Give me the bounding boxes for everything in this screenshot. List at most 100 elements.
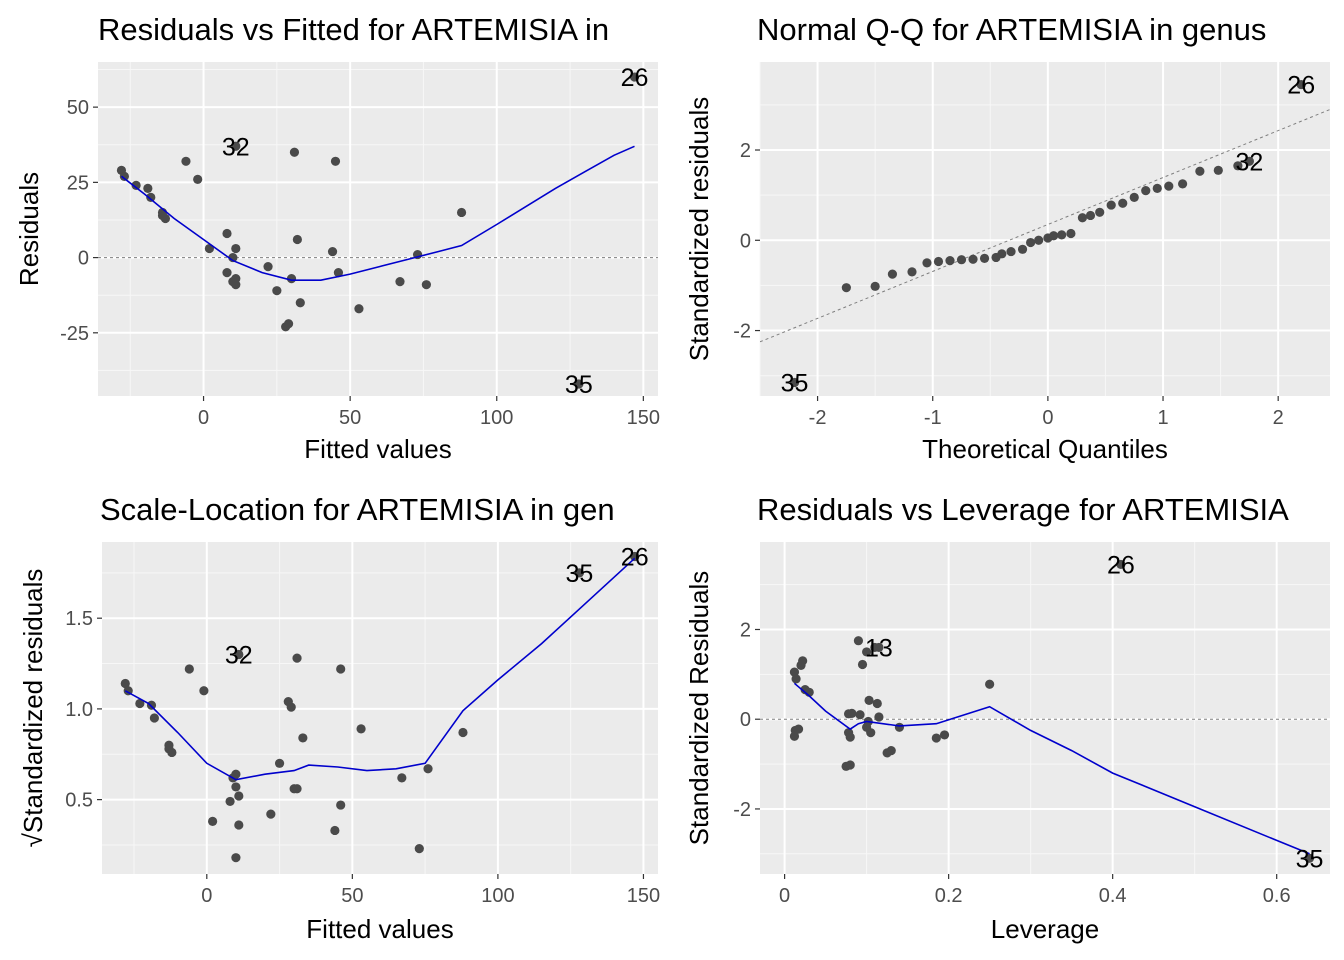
x-tick-label: 1 — [1157, 407, 1168, 429]
x-tick-label: -2 — [809, 407, 827, 429]
data-point — [968, 254, 978, 264]
x-axis-label: Theoretical Quantiles — [922, 434, 1168, 464]
x-tick-label: 0 — [201, 885, 212, 907]
data-point — [1164, 181, 1174, 191]
panel-background — [760, 62, 1330, 396]
data-point — [1095, 207, 1105, 217]
labeled-data-point — [234, 649, 244, 660]
data-point — [336, 664, 346, 674]
data-point — [146, 192, 156, 203]
labeled-data-point — [1304, 853, 1315, 863]
data-point — [354, 304, 364, 314]
x-axis-label: Fitted values — [304, 434, 451, 464]
data-point — [222, 268, 232, 278]
point-label: 32 — [222, 133, 250, 161]
data-point — [397, 773, 407, 783]
y-tick-label: 1.0 — [65, 699, 93, 721]
data-point — [292, 653, 302, 663]
point-label: 32 — [225, 641, 253, 669]
x-tick-label: 0 — [779, 885, 790, 907]
x-tick-label: 100 — [480, 407, 513, 429]
data-point — [120, 678, 130, 689]
labeled-data-point — [789, 377, 800, 388]
data-point — [274, 758, 285, 768]
data-point — [1106, 200, 1116, 210]
plot-title: Normal Q-Q for ARTEMISIA in genus — [757, 12, 1266, 47]
data-point — [864, 695, 874, 705]
x-tick-label: 0.2 — [935, 885, 963, 907]
data-point — [231, 769, 241, 779]
data-point — [789, 731, 800, 741]
plot-p3: 0 50 100 150 0.5 1.0 1.5 26 35 32 Scale-Location f… — [18, 492, 660, 944]
data-point — [985, 679, 995, 689]
data-point — [295, 298, 305, 308]
data-point — [356, 724, 366, 734]
y-tick-label: 2 — [740, 619, 751, 641]
y-axis-label: Residuals — [14, 172, 44, 286]
data-point — [286, 702, 296, 712]
data-point — [874, 712, 884, 722]
y-tick-label: 25 — [67, 172, 89, 194]
plot-area — [120, 551, 640, 863]
data-point — [119, 171, 129, 181]
labeled-data-point — [1116, 559, 1126, 570]
data-point — [327, 246, 338, 257]
y-axis-label: Standardized Residuals — [684, 571, 714, 846]
x-tick-label: 0 — [1042, 407, 1053, 429]
data-point — [143, 183, 153, 193]
data-point — [272, 286, 282, 296]
data-point — [283, 319, 294, 329]
data-point — [956, 255, 967, 265]
data-point — [395, 277, 405, 287]
data-point — [1213, 165, 1223, 175]
labeled-data-point — [629, 72, 640, 82]
data-point — [841, 283, 851, 293]
y-tick-label: 2 — [740, 140, 751, 162]
data-point — [231, 782, 241, 792]
labeled-data-point — [1296, 79, 1306, 90]
data-point — [1085, 210, 1096, 221]
labeled-data-point — [1244, 156, 1254, 166]
y-tick-label: -25 — [60, 323, 89, 345]
data-point — [414, 844, 424, 854]
data-point — [855, 710, 865, 720]
labeled-data-point — [231, 141, 241, 151]
data-point — [333, 268, 344, 278]
x-tick-label: 2 — [1273, 407, 1284, 429]
data-point — [862, 647, 872, 657]
point-label: 32 — [1235, 148, 1263, 176]
data-point — [292, 234, 302, 245]
x-tick-label: 0.6 — [1263, 885, 1291, 907]
x-axis-label: Fitted values — [306, 914, 453, 944]
data-point — [945, 255, 955, 266]
plot-p2: -2 -1 0 1 2 -2 0 2 26 32 35 Normal Q-Q for ARTEMISI… — [684, 12, 1330, 464]
labeled-data-point — [574, 568, 585, 578]
data-point — [791, 674, 801, 684]
data-point — [922, 258, 932, 268]
x-tick-label: 0 — [198, 407, 209, 429]
y-tick-label: 0 — [78, 248, 89, 270]
data-point — [853, 636, 864, 646]
data-point — [870, 281, 880, 291]
data-point — [1141, 186, 1151, 196]
data-point — [231, 853, 241, 863]
x-tick-label: 100 — [481, 885, 514, 907]
plot-area — [98, 72, 658, 389]
data-point — [193, 174, 203, 184]
data-point — [1026, 237, 1036, 248]
data-point — [266, 809, 276, 819]
smooth-line — [124, 557, 636, 781]
labeled-data-point — [874, 642, 884, 653]
y-tick-label: 0 — [740, 230, 751, 252]
data-point — [798, 656, 808, 666]
y-axis-label: √Standardized residuals — [18, 569, 48, 848]
x-tick-label: 50 — [339, 407, 361, 429]
data-point — [1118, 198, 1128, 208]
data-point — [231, 243, 241, 254]
data-point — [330, 825, 340, 836]
y-tick-label: -2 — [733, 799, 751, 821]
data-point — [1195, 166, 1205, 176]
data-point — [131, 180, 141, 190]
y-tick-label: 0.5 — [65, 790, 93, 812]
